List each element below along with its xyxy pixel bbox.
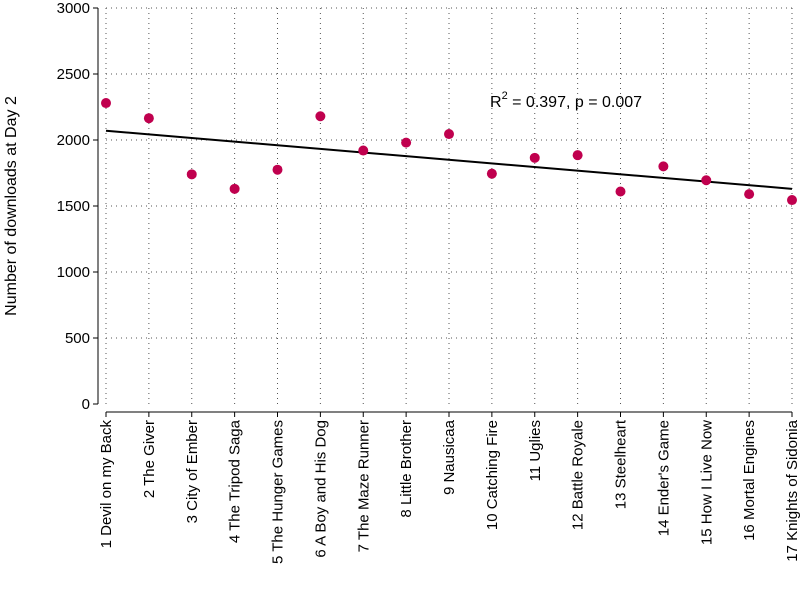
x-tick-label: 12 Battle Royale bbox=[570, 420, 587, 530]
x-ticks: 1 Devil on my Back 2 The Giver 3 City of E… bbox=[98, 412, 800, 564]
annotation-suffix: = 0.397, p = 0.007 bbox=[508, 94, 642, 111]
x-tick-label: 13 Steelheart bbox=[613, 419, 630, 509]
fit-annotation: R2 = 0.397, p = 0.007 bbox=[490, 90, 642, 111]
data-point bbox=[401, 137, 412, 148]
x-tick-label: 2 The Giver bbox=[141, 420, 158, 498]
x-tick-label: 11 Uglies bbox=[527, 420, 544, 481]
data-point bbox=[572, 150, 583, 161]
data-point bbox=[486, 168, 497, 179]
y-tick-label: 500 bbox=[65, 330, 90, 347]
data-point bbox=[701, 175, 712, 186]
x-tick-label: 10 Catching Fire bbox=[484, 420, 501, 530]
data-point bbox=[315, 111, 326, 122]
x-tick-label: 15 How I Live Now bbox=[698, 420, 715, 545]
annotation-sup: 2 bbox=[502, 90, 508, 102]
annotation-prefix: R bbox=[490, 94, 502, 111]
trendline bbox=[105, 129, 793, 190]
x-tick-label: 8 Little Brother bbox=[398, 420, 415, 518]
data-point bbox=[658, 161, 669, 172]
x-tick-label: 3 City of Ember bbox=[184, 420, 201, 523]
y-tick-label: 3000 bbox=[57, 0, 90, 17]
data-point bbox=[358, 145, 369, 156]
data-point bbox=[529, 152, 540, 163]
x-tick-label: 16 Mortal Engines bbox=[741, 420, 758, 541]
data-point bbox=[143, 113, 154, 124]
data-points bbox=[101, 98, 797, 206]
x-tick-label: 1 Devil on my Back bbox=[98, 420, 115, 549]
data-point bbox=[229, 183, 240, 194]
data-point bbox=[272, 164, 283, 175]
data-point bbox=[101, 98, 111, 109]
x-tick-label: 4 The Tripod Saga bbox=[227, 419, 244, 543]
x-tick-label: 14 Ender's Game bbox=[655, 420, 672, 536]
x-tick-label: 5 The Hunger Games bbox=[270, 420, 287, 564]
data-point bbox=[615, 186, 626, 197]
data-point bbox=[787, 195, 797, 206]
data-point bbox=[186, 169, 197, 180]
data-point bbox=[444, 129, 454, 140]
y-tick-label: 1500 bbox=[57, 198, 90, 215]
x-tick-label: 9 Nausicaa bbox=[441, 419, 458, 495]
y-tick-label: 1000 bbox=[57, 264, 90, 281]
trendline-group bbox=[105, 129, 793, 190]
grid-lines bbox=[105, 7, 793, 404]
data-point bbox=[744, 189, 755, 200]
x-tick-label: 17 Knights of Sidonia bbox=[784, 419, 800, 561]
y-ticks: 0 500 1000 1500 2000 2500 3000 bbox=[57, 0, 98, 413]
y-axis-label: Number of downloads at Day 2 bbox=[3, 96, 20, 316]
x-tick-label: 7 The Maze Runner bbox=[355, 420, 372, 552]
x-tick-label: 6 A Boy and His Dog bbox=[312, 420, 329, 558]
y-tick-label: 2500 bbox=[57, 66, 90, 83]
y-tick-label: 2000 bbox=[57, 132, 90, 149]
y-tick-label: 0 bbox=[82, 396, 90, 413]
axes bbox=[97, 8, 792, 413]
